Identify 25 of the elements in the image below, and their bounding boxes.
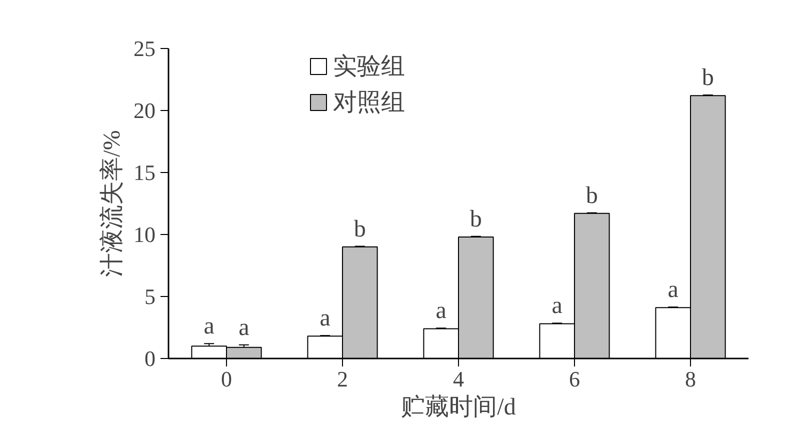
x-tick-label: 8 (685, 366, 696, 392)
y-tick-label: 15 (134, 160, 156, 185)
legend-label: 实验组 (333, 52, 405, 82)
x-tick-label: 6 (569, 366, 580, 392)
x-tick-label: 0 (221, 366, 232, 392)
annotation: a (436, 298, 447, 324)
x-tick-label: 2 (337, 366, 348, 392)
x-tick-label: 4 (453, 366, 464, 392)
annotation: b (354, 216, 366, 242)
annotation: a (552, 293, 563, 320)
y-tick-label: 20 (134, 98, 156, 123)
legend-label: 对照组 (333, 89, 405, 118)
annotation: a (238, 314, 250, 341)
y-tick-label: 25 (134, 36, 156, 61)
y-tick-label: 5 (144, 284, 156, 309)
x-axis-title: 贮藏时间/d (401, 394, 516, 420)
annotation: a (668, 277, 679, 304)
y-axis-title: 汁液流失率/% (98, 130, 126, 277)
annotation: a (204, 314, 215, 340)
annotation: b (702, 65, 714, 91)
annotation: a (320, 306, 331, 332)
annotation: b (586, 182, 598, 209)
y-tick-label: 0 (144, 346, 156, 371)
annotation: b (470, 206, 482, 232)
y-tick-label: 10 (134, 222, 156, 247)
